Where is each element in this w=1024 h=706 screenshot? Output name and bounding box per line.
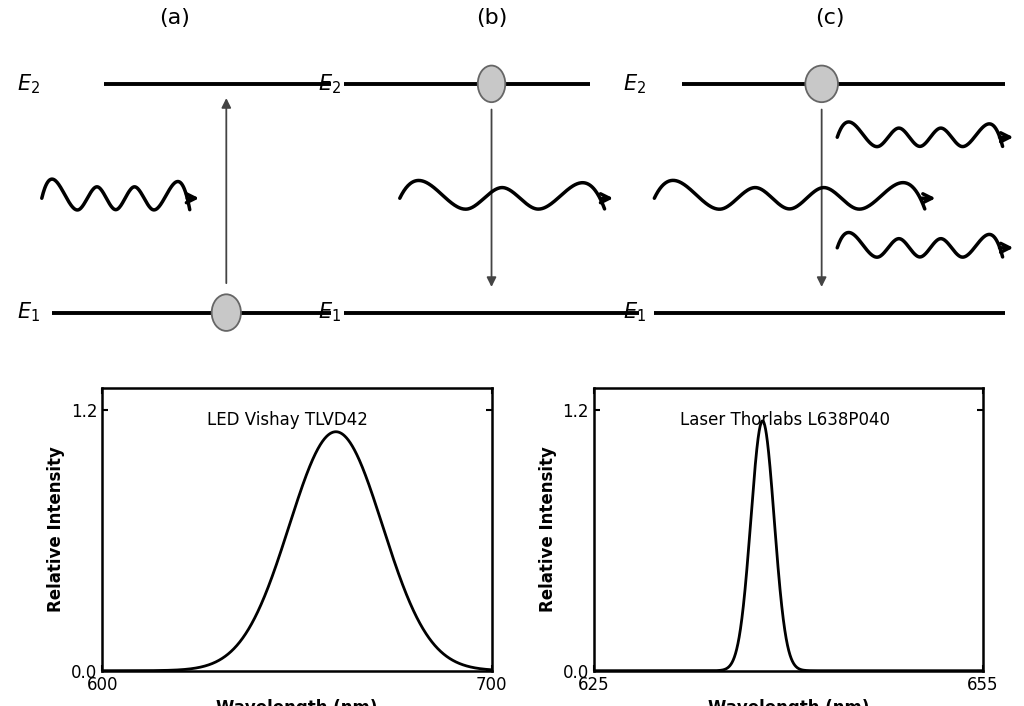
Text: $E_2$: $E_2$ (17, 72, 41, 96)
Text: (c): (c) (815, 8, 844, 28)
Text: $E_2$: $E_2$ (317, 72, 341, 96)
Y-axis label: Relative Intensity: Relative Intensity (47, 447, 66, 612)
Y-axis label: Relative Intensity: Relative Intensity (539, 447, 557, 612)
Text: $E_2$: $E_2$ (624, 72, 646, 96)
Text: $E_1$: $E_1$ (624, 301, 646, 325)
Ellipse shape (805, 66, 838, 102)
Text: $E_1$: $E_1$ (17, 301, 41, 325)
Text: $E_1$: $E_1$ (317, 301, 341, 325)
X-axis label: Wavelength (nm): Wavelength (nm) (708, 699, 869, 706)
Text: (b): (b) (476, 8, 507, 28)
Ellipse shape (478, 66, 505, 102)
Text: (a): (a) (159, 8, 189, 28)
Text: Laser Thorlabs L638P040: Laser Thorlabs L638P040 (680, 411, 890, 429)
Ellipse shape (212, 294, 241, 331)
Text: LED Vishay TLVD42: LED Vishay TLVD42 (208, 411, 369, 429)
X-axis label: Wavelength (nm): Wavelength (nm) (216, 699, 378, 706)
